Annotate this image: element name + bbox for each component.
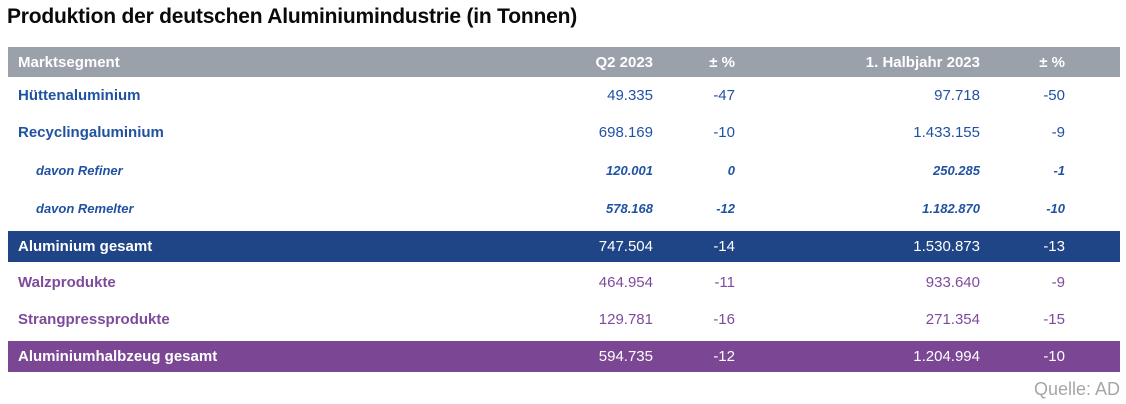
q2-pct-value: -47 xyxy=(713,87,735,104)
halbjahr-2023-value: 250.285 xyxy=(933,162,980,178)
row-label: Strangpressprodukte xyxy=(18,311,170,328)
q2-2023-value: 578.168 xyxy=(606,200,653,216)
table-row: Walzprodukte 464.954 -11 933.640 -9 xyxy=(8,264,1120,301)
q2-pct-value: -10 xyxy=(713,124,735,141)
col-header-halbjahr-pct: ± % xyxy=(1039,53,1065,71)
halbjahr-pct-value: -15 xyxy=(1043,311,1065,328)
source-note: Quelle: AD xyxy=(1033,379,1120,399)
halbjahr-pct-value: -9 xyxy=(1051,274,1065,291)
halbjahr-pct-value: -1 xyxy=(1053,162,1065,178)
halbjahr-2023-value: 1.182.870 xyxy=(922,200,980,216)
halbjahr-pct-value: -9 xyxy=(1051,124,1065,141)
row-label: Walzprodukte xyxy=(18,274,116,291)
table-row: Recyclingaluminium 698.169 -10 1.433.155… xyxy=(8,114,1120,151)
q2-pct-value: -16 xyxy=(713,311,735,328)
row-label: Aluminium gesamt xyxy=(18,238,153,255)
page: Produktion der deutschen Aluminiumindust… xyxy=(0,5,1126,404)
q2-2023-value: 49.335 xyxy=(607,87,653,104)
halbjahr-2023-value: 1.204.994 xyxy=(913,348,980,365)
row-label: Aluminiumhalbzeug gesamt xyxy=(18,348,218,365)
col-header-marktsegment: Marktsegment xyxy=(18,53,120,71)
q2-2023-value: 747.504 xyxy=(598,238,653,255)
halbjahr-2023-value: 271.354 xyxy=(925,311,980,328)
row-label: davon Remelter xyxy=(36,200,134,216)
halbjahr-pct-value: -13 xyxy=(1043,238,1065,255)
table-row: Hüttenaluminium 49.335 -47 97.718 -50 xyxy=(8,77,1120,114)
q2-2023-value: 594.735 xyxy=(598,348,653,365)
row-label: davon Refiner xyxy=(36,162,123,178)
table-row: davon Remelter 578.168 -12 1.182.870 -10 xyxy=(8,189,1120,227)
row-label: Hüttenaluminium xyxy=(18,87,141,104)
table-row: Strangpressprodukte 129.781 -16 271.354 … xyxy=(8,301,1120,338)
halbjahr-2023-value: 933.640 xyxy=(925,274,980,291)
q2-2023-value: 698.169 xyxy=(598,124,653,141)
col-header-q2-2023: Q2 2023 xyxy=(595,53,653,71)
halbjahr-2023-value: 1.433.155 xyxy=(913,124,980,141)
halbjahr-pct-value: -10 xyxy=(1046,200,1065,216)
q2-pct-value: -14 xyxy=(713,238,735,255)
table-row: Aluminium gesamt 747.504 -14 1.530.873 -… xyxy=(8,231,1120,262)
halbjahr-2023-value: 97.718 xyxy=(934,87,980,104)
page-title: Produktion der deutschen Aluminiumindust… xyxy=(7,5,577,28)
table-header-row: Marktsegment Q2 2023 ± % 1. Halbjahr 202… xyxy=(8,47,1120,77)
halbjahr-pct-value: -10 xyxy=(1043,348,1065,365)
halbjahr-pct-value: -50 xyxy=(1043,87,1065,104)
table-row: Aluminiumhalbzeug gesamt 594.735 -12 1.2… xyxy=(8,341,1120,372)
q2-2023-value: 120.001 xyxy=(606,162,653,178)
q2-pct-value: 0 xyxy=(727,162,735,178)
q2-2023-value: 464.954 xyxy=(598,274,653,291)
q2-2023-value: 129.781 xyxy=(598,311,653,328)
table-row: davon Refiner 120.001 0 250.285 -1 xyxy=(8,151,1120,189)
row-label: Recyclingaluminium xyxy=(18,124,164,141)
q2-pct-value: -12 xyxy=(716,200,735,216)
col-header-halbjahr-2023: 1. Halbjahr 2023 xyxy=(865,53,980,71)
q2-pct-value: -12 xyxy=(713,348,735,365)
table-body: Hüttenaluminium 49.335 -47 97.718 -50 Re… xyxy=(8,77,1120,372)
q2-pct-value: -11 xyxy=(714,274,735,291)
halbjahr-2023-value: 1.530.873 xyxy=(913,238,980,255)
col-header-q2-pct: ± % xyxy=(709,53,735,71)
production-table: Marktsegment Q2 2023 ± % 1. Halbjahr 202… xyxy=(8,47,1120,372)
